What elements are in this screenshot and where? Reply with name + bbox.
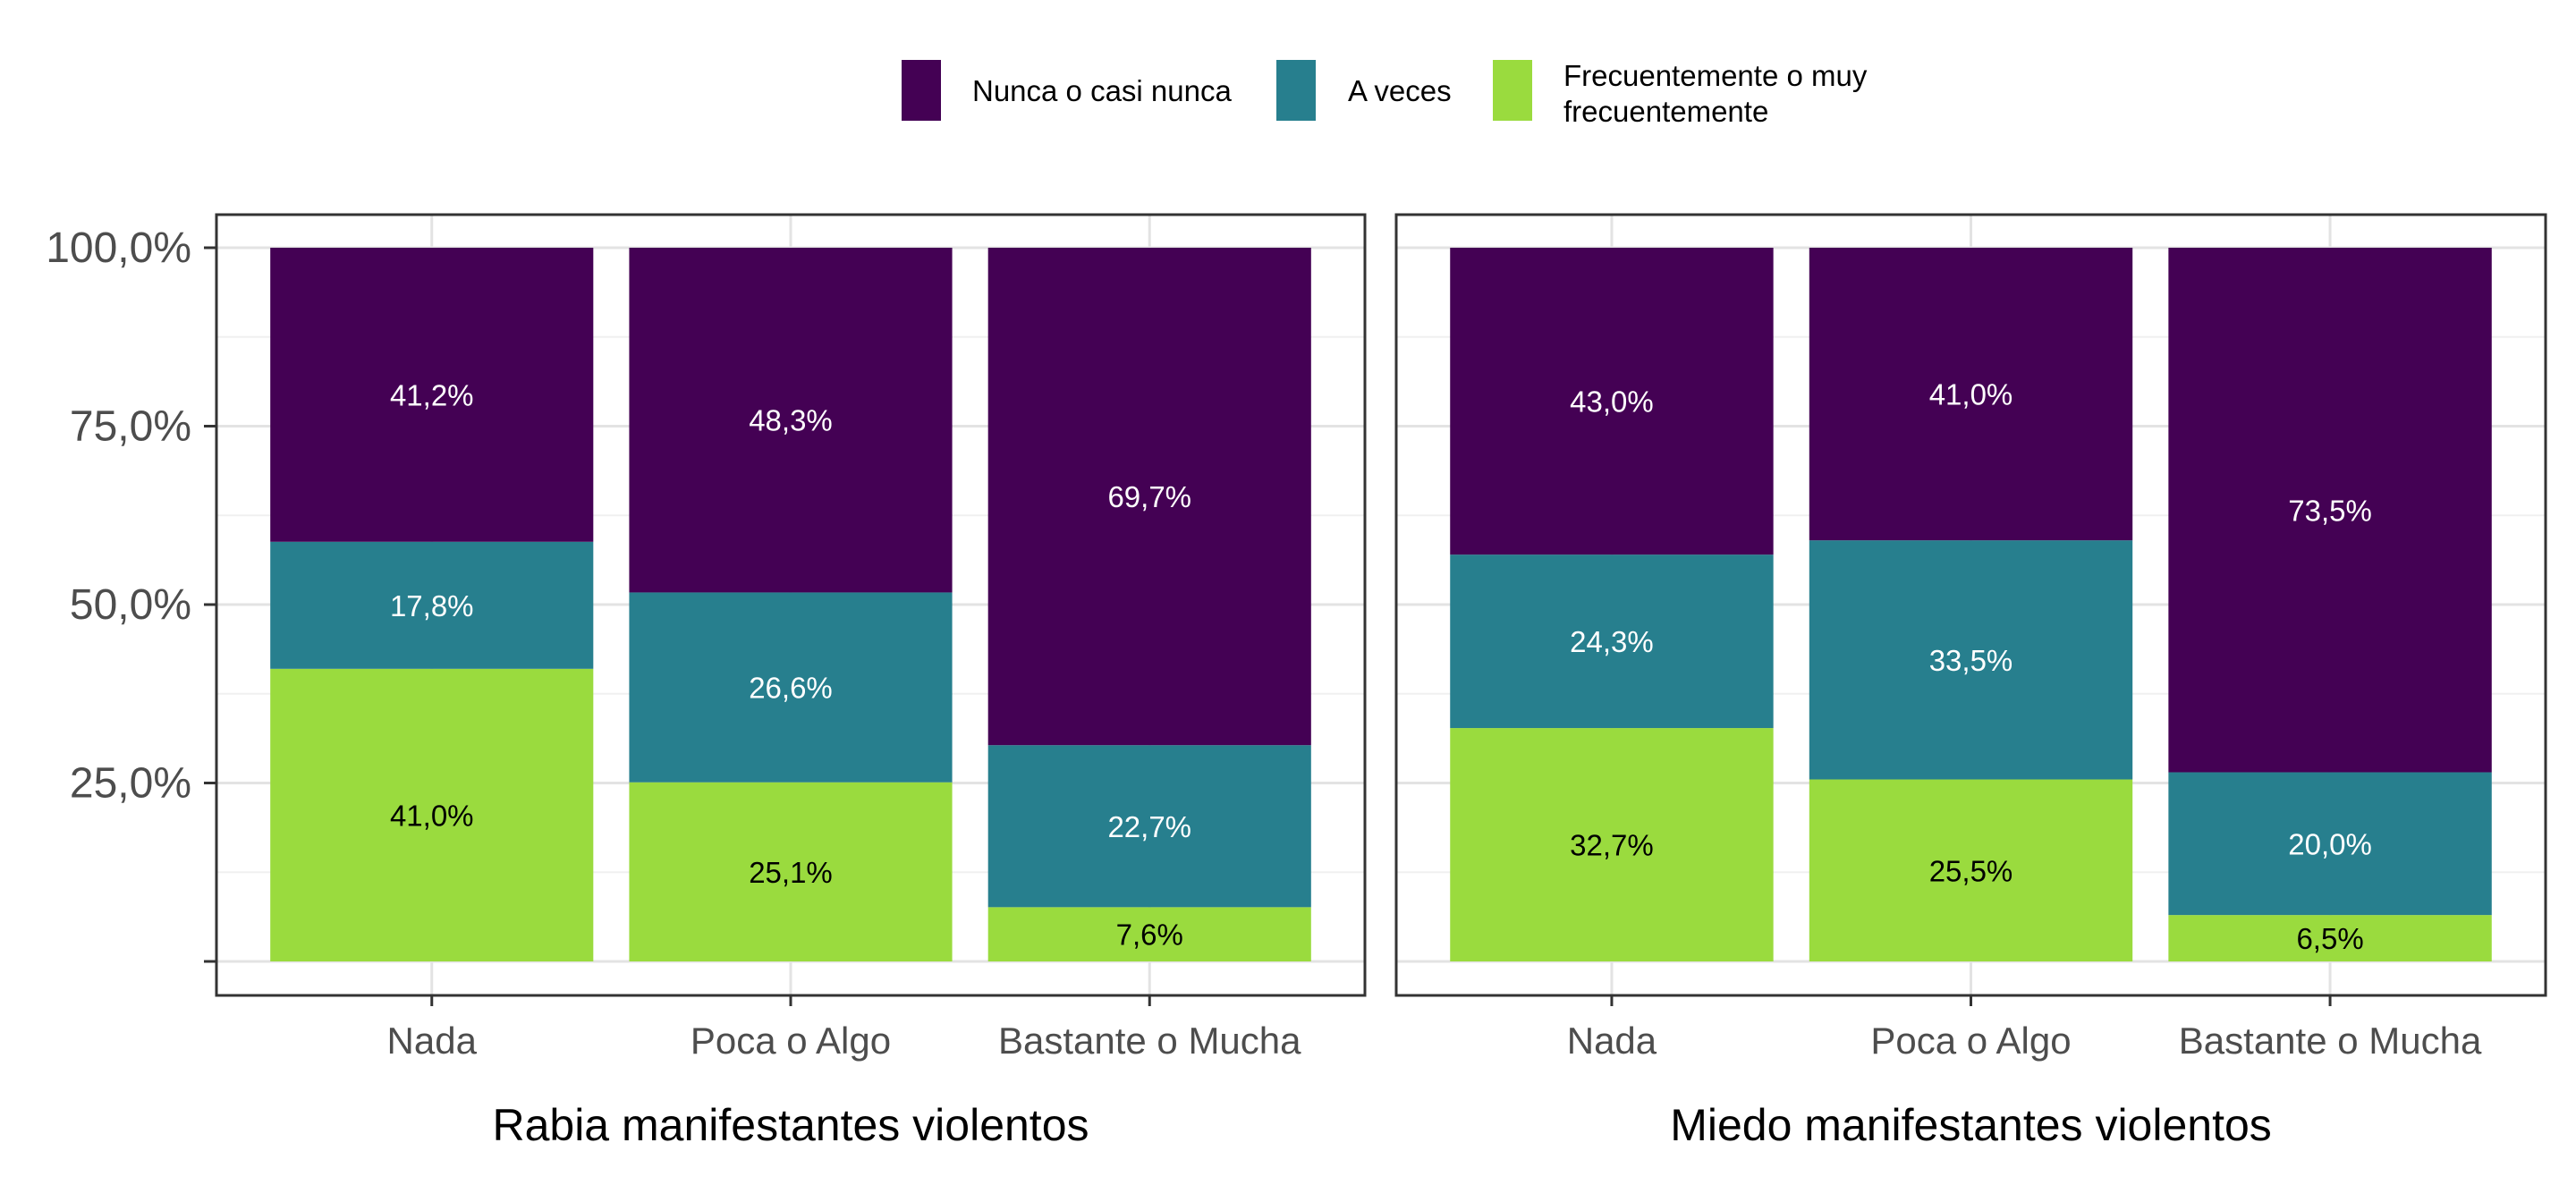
data-label: 25,5%: [1929, 854, 2013, 887]
panels: 41,0% 17,8% 41,2% 25,1% 26,6% 48,3% 7,6% 22,7% 6…: [46, 213, 2547, 1150]
data-label: 32,7%: [1570, 829, 1654, 862]
data-label: 25,1%: [749, 856, 833, 889]
y-tick-label: 50,0%: [70, 581, 191, 629]
data-label: 7,6%: [1116, 918, 1183, 952]
panel-1: 41,0% 17,8% 41,2% 25,1% 26,6% 48,3% 7,6% 22,7% 6…: [46, 213, 1367, 1150]
data-label: 6,5%: [2296, 922, 2363, 955]
legend-label-a-veces: A veces: [1348, 74, 1452, 107]
legend-label-frecuentemente-line2: frecuentemente: [1563, 95, 1768, 128]
y-tick-label: 100,0%: [46, 224, 191, 272]
y-tick-label: 25,0%: [70, 760, 191, 808]
bar-segment: [1809, 779, 2133, 961]
bar-segment: [270, 668, 594, 961]
x-tick-label: Bastante o Mucha: [998, 1020, 1301, 1062]
y-tick-label: 75,0%: [70, 403, 191, 451]
x-tick-label: Poca o Algo: [1870, 1020, 2071, 1062]
data-label: 26,6%: [749, 672, 833, 705]
bar-segment: [2168, 248, 2492, 773]
bar-segment: [629, 592, 953, 783]
legend-swatch-frecuentemente: [1493, 60, 1532, 121]
x-tick-label: Nada: [1567, 1020, 1657, 1062]
x-tick-label: Nada: [387, 1020, 478, 1062]
data-label: 20,0%: [2288, 827, 2372, 860]
data-label: 73,5%: [2288, 494, 2372, 527]
data-label: 22,7%: [1107, 810, 1191, 843]
bar-segment: [1809, 540, 2133, 780]
data-label: 41,0%: [390, 799, 474, 832]
legend-swatch-a-veces: [1276, 60, 1316, 121]
data-label: 33,5%: [1929, 644, 2013, 677]
x-axis-title: Miedo manifestantes violentos: [1670, 1100, 2272, 1150]
x-axis-title: Rabia manifestantes violentos: [492, 1100, 1089, 1150]
legend-label-frecuentemente-line1: Frecuentemente o muy: [1563, 59, 1868, 92]
bar-segment: [629, 782, 953, 961]
data-label: 43,0%: [1570, 385, 1654, 419]
legend: Nunca o casi nunca A veces Frecuentement…: [902, 59, 1876, 128]
bar-segment: [1450, 248, 1774, 555]
panel-2: 32,7% 24,3% 43,0% 25,5% 33,5% 41,0% 6,5% 20,0% 7…: [1394, 213, 2547, 1150]
x-tick-label: Bastante o Mucha: [2179, 1020, 2482, 1062]
bar-segment: [2168, 915, 2492, 961]
data-label: 41,0%: [1929, 378, 2013, 411]
data-label: 41,2%: [390, 378, 474, 411]
bar-segment: [987, 745, 1311, 908]
data-label: 24,3%: [1570, 625, 1654, 658]
bar-segment: [629, 248, 953, 593]
bar-segment: [987, 907, 1311, 961]
data-label: 17,8%: [390, 589, 474, 622]
legend-label-frecuentemente: Frecuentemente o muy frecuentemente: [1563, 59, 1876, 128]
bar-segment: [270, 541, 594, 669]
bar-segment: [1809, 248, 2133, 541]
legend-swatch-nunca: [902, 60, 941, 121]
bar-segment: [987, 248, 1311, 746]
bar-segment: [1450, 728, 1774, 961]
data-label: 48,3%: [749, 404, 833, 437]
data-label: 69,7%: [1107, 480, 1191, 513]
bar-segment: [2168, 772, 2492, 916]
x-tick-label: Poca o Algo: [691, 1020, 891, 1062]
bar-segment: [1450, 554, 1774, 729]
bar-segment: [270, 248, 594, 542]
legend-label-nunca: Nunca o casi nunca: [972, 74, 1232, 107]
